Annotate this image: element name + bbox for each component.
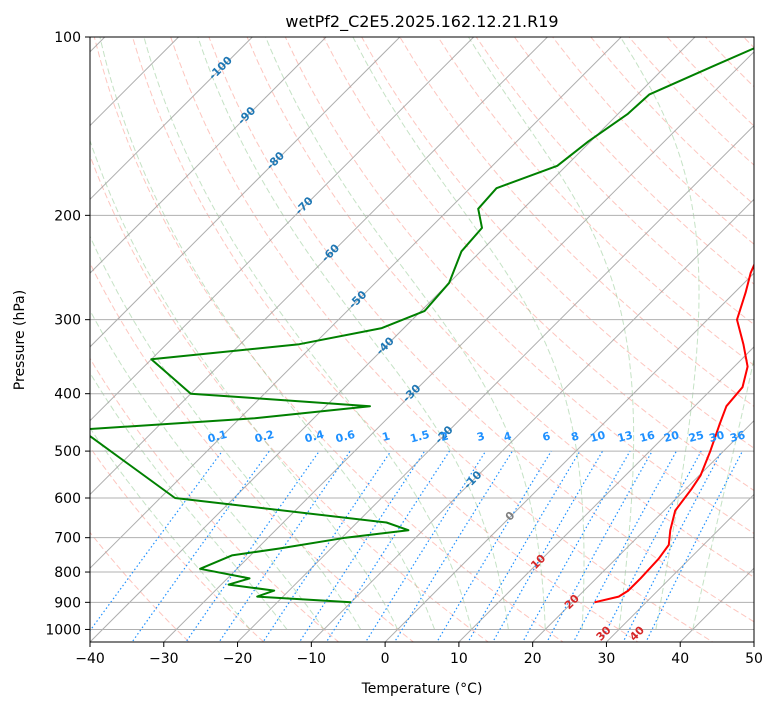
mixing-ratio-line xyxy=(364,450,487,642)
y-tick-label: 900 xyxy=(54,595,81,611)
dry-adiabat xyxy=(246,37,754,578)
plot-frame xyxy=(89,36,755,643)
isotherm xyxy=(310,198,754,642)
mixing-ratio-label: 0.1 xyxy=(206,428,228,446)
isotherm xyxy=(237,124,754,642)
x-tick-label: 30 xyxy=(598,651,616,667)
dry-adiabat xyxy=(475,37,754,326)
mixing-ratio-label: 20 xyxy=(662,428,680,445)
mixing-ratio-label: 0.6 xyxy=(334,428,357,446)
mixing-ratio-label: 0.4 xyxy=(303,428,326,446)
mixing-ratio-label: 36 xyxy=(729,428,747,445)
mixing-ratio-label: 2 xyxy=(439,429,450,444)
moist-adiabat xyxy=(90,427,251,630)
isotherm xyxy=(90,37,327,274)
mixing-ratio-label: 30 xyxy=(708,428,726,445)
moist-adiabat xyxy=(692,356,754,630)
mixing-ratio-label: 6 xyxy=(541,429,552,444)
isotherm xyxy=(606,493,754,642)
moist-adiabat xyxy=(352,37,585,630)
dry-adiabat xyxy=(361,37,754,449)
dry-adiabat xyxy=(93,37,564,642)
x-axis-label: Temperature (°C) xyxy=(361,681,483,697)
moist-adiabat xyxy=(619,37,700,630)
y-tick-label: 800 xyxy=(54,565,81,581)
mixing-ratio-label: 1.5 xyxy=(409,428,431,446)
x-tick-label: 50 xyxy=(745,651,763,667)
mixing-ratio-line xyxy=(546,450,653,642)
y-tick-label: 300 xyxy=(54,313,81,329)
y-tick-label: 200 xyxy=(54,208,81,224)
temperature-profile-line xyxy=(594,262,754,604)
mixing-ratio-line xyxy=(131,450,270,642)
mixing-ratio-label: 13 xyxy=(616,428,634,445)
x-tick-label: −40 xyxy=(75,651,105,667)
mixing-ratio-line xyxy=(492,450,604,642)
moist-adiabat xyxy=(90,235,362,630)
isotherm xyxy=(90,37,401,348)
isotherm xyxy=(163,51,754,642)
mixing-ratio-label: 0.2 xyxy=(253,428,275,446)
dry-adiabat xyxy=(90,446,265,642)
mixing-ratio-label: 1 xyxy=(381,429,392,444)
background-lines xyxy=(90,10,775,654)
mixing-ratio-line xyxy=(436,450,552,642)
moist-adiabat xyxy=(197,37,509,630)
isotherm xyxy=(532,419,754,642)
mixing-ratio-label: 4 xyxy=(502,429,513,444)
dry-adiabat xyxy=(131,37,639,642)
dry-adiabat xyxy=(90,154,490,642)
isotherm xyxy=(384,272,754,642)
mixing-ratio-line xyxy=(467,450,581,642)
y-tick-label: 100 xyxy=(54,30,81,46)
x-tick-label: 20 xyxy=(524,651,542,667)
x-tick-label: −10 xyxy=(297,651,327,667)
dewpoint-profile-line xyxy=(90,47,754,604)
dry-adiabat xyxy=(90,262,415,642)
y-tick-label: 400 xyxy=(54,387,81,403)
mixing-ratio-label: 16 xyxy=(638,428,656,445)
mixing-ratio-label: 25 xyxy=(687,428,705,445)
chart-title: wetPf2_C2E5.2025.162.12.21.R19 xyxy=(285,12,558,32)
dry-adiabat xyxy=(399,37,754,408)
dry-adiabat xyxy=(170,37,714,642)
moist-adiabat xyxy=(265,37,546,630)
isotherm xyxy=(753,641,754,642)
mixing-ratio-line xyxy=(572,450,677,642)
moist-adiabat xyxy=(99,37,436,630)
isotherm xyxy=(90,37,475,422)
mixing-ratio-line xyxy=(90,450,223,632)
plot-area xyxy=(90,37,754,642)
mixing-ratio-label: 10 xyxy=(589,428,607,445)
x-tick-label: 0 xyxy=(381,651,390,667)
profile-lines xyxy=(90,47,754,604)
mixing-ratio-line xyxy=(393,450,513,642)
mixing-ratio-line xyxy=(262,450,392,642)
y-tick-label: 500 xyxy=(54,444,81,460)
isotherm xyxy=(458,346,754,642)
moist-adiabat xyxy=(90,371,288,630)
y-axis-label: Pressure (hPa) xyxy=(12,290,28,390)
x-tick-label: 10 xyxy=(450,651,468,667)
mixing-ratio-line xyxy=(325,450,450,642)
y-tick-label: 600 xyxy=(54,491,81,507)
mixing-ratio-line xyxy=(218,450,351,642)
x-tick-label: 40 xyxy=(671,651,689,667)
mixing-ratio-line xyxy=(298,450,426,642)
x-tick-label: −30 xyxy=(149,651,179,667)
moist-adiabat xyxy=(90,139,399,630)
isotherm xyxy=(90,37,253,201)
y-tick-label: 700 xyxy=(54,531,81,547)
mixing-ratio-label: 3 xyxy=(475,429,486,444)
y-tick-label: 1000 xyxy=(45,622,81,638)
moist-adiabat xyxy=(468,37,635,630)
mixing-ratio-line xyxy=(599,450,702,642)
dry-adiabat xyxy=(208,37,754,623)
isotherm xyxy=(90,37,548,496)
dry-adiabat xyxy=(755,10,775,654)
mixing-ratio-label: 8 xyxy=(570,429,581,444)
axis-ticks: −40 −30 −20 −10 0 10 20 30 40 5010020030040050060… xyxy=(45,30,763,667)
x-tick-label: −20 xyxy=(223,651,253,667)
